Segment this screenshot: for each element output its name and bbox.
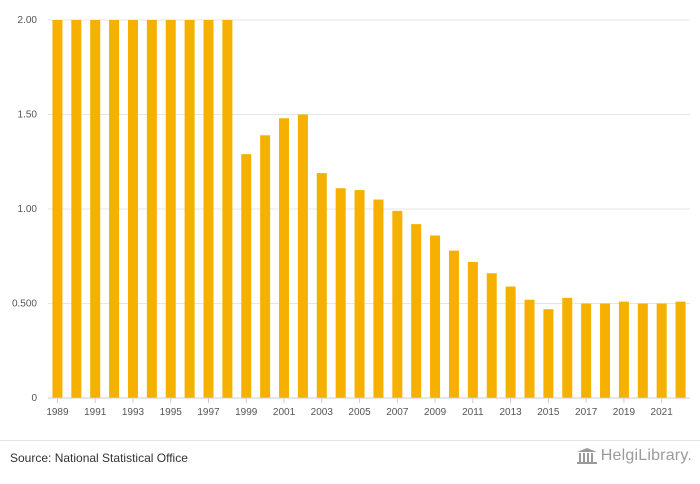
bar-2008 <box>411 224 422 398</box>
bars <box>52 20 686 399</box>
source-note: Source: National Statistical Office <box>10 451 188 465</box>
x-axis-ticks: 1989 1991 1993 1995 1997 1999 2001 2003 2005 2007… <box>46 398 673 418</box>
bar-2011 <box>467 261 478 398</box>
bar-1994 <box>146 20 157 398</box>
bar-1993 <box>127 20 138 398</box>
x-tick-label: 1989 <box>46 407 69 418</box>
footer: Source: National Statistical Office Helg… <box>0 440 700 484</box>
bar-2001 <box>279 118 290 398</box>
x-tick-label: 2019 <box>613 407 636 418</box>
x-tick-label: 2021 <box>651 407 674 418</box>
bar-2002 <box>297 114 308 398</box>
bar-1995 <box>165 20 176 398</box>
bar-2006 <box>373 199 384 398</box>
x-tick-label: 1993 <box>122 407 145 418</box>
bar-2016 <box>562 297 573 398</box>
y-tick-label: 0 <box>31 393 37 404</box>
x-tick-label: 2011 <box>462 407 484 418</box>
bar-1989 <box>52 20 63 398</box>
bar-1997 <box>203 20 214 398</box>
x-tick-label: 2007 <box>386 407 409 418</box>
y-tick-label: 1.50 <box>18 110 38 121</box>
x-tick-label: 2009 <box>424 407 447 418</box>
x-tick-label: 1991 <box>84 407 107 418</box>
bar-2005 <box>354 190 365 398</box>
y-tick-label: 2.00 <box>18 15 38 26</box>
x-tick-label: 2005 <box>348 407 371 418</box>
bar-1999 <box>241 154 252 398</box>
bar-2017 <box>581 303 592 398</box>
bar-1992 <box>109 20 120 398</box>
bar-2021 <box>656 303 667 398</box>
helgi-library-logo: HelgiLibrary. <box>576 447 692 465</box>
bar-2018 <box>600 303 611 398</box>
y-axis-ticks: 0 0.500 1.00 1.50 2.00 <box>12 15 37 404</box>
bar-1990 <box>71 20 82 398</box>
bar-2019 <box>618 301 629 398</box>
logo-text: HelgiLibrary. <box>600 447 692 464</box>
x-tick-label: 2013 <box>499 407 522 418</box>
bar-2015 <box>543 309 554 398</box>
library-building-icon <box>576 448 597 464</box>
bar-2013 <box>505 286 516 398</box>
bar-2003 <box>316 173 327 398</box>
bar-2000 <box>260 135 271 399</box>
x-tick-label: 1997 <box>197 407 220 418</box>
x-tick-label: 2017 <box>575 407 598 418</box>
bar-2009 <box>430 235 441 398</box>
bar-1998 <box>222 20 233 398</box>
bar-2020 <box>637 303 648 398</box>
bar-2022 <box>675 301 686 398</box>
y-tick-label: 0.500 <box>12 299 37 310</box>
bar-2012 <box>486 273 497 398</box>
x-tick-label: 2003 <box>311 407 334 418</box>
bar-2004 <box>335 188 346 398</box>
bar-2014 <box>524 299 535 398</box>
bar-2010 <box>448 250 459 398</box>
x-tick-label: 2015 <box>537 407 560 418</box>
y-tick-label: 1.00 <box>18 204 38 215</box>
x-tick-label: 1999 <box>235 407 258 418</box>
bar-1991 <box>90 20 101 398</box>
x-tick-label: 1995 <box>160 407 183 418</box>
grid-lines <box>48 19 690 304</box>
bar-2007 <box>392 210 403 398</box>
bar-1996 <box>184 20 195 398</box>
x-tick-label: 2001 <box>273 407 296 418</box>
